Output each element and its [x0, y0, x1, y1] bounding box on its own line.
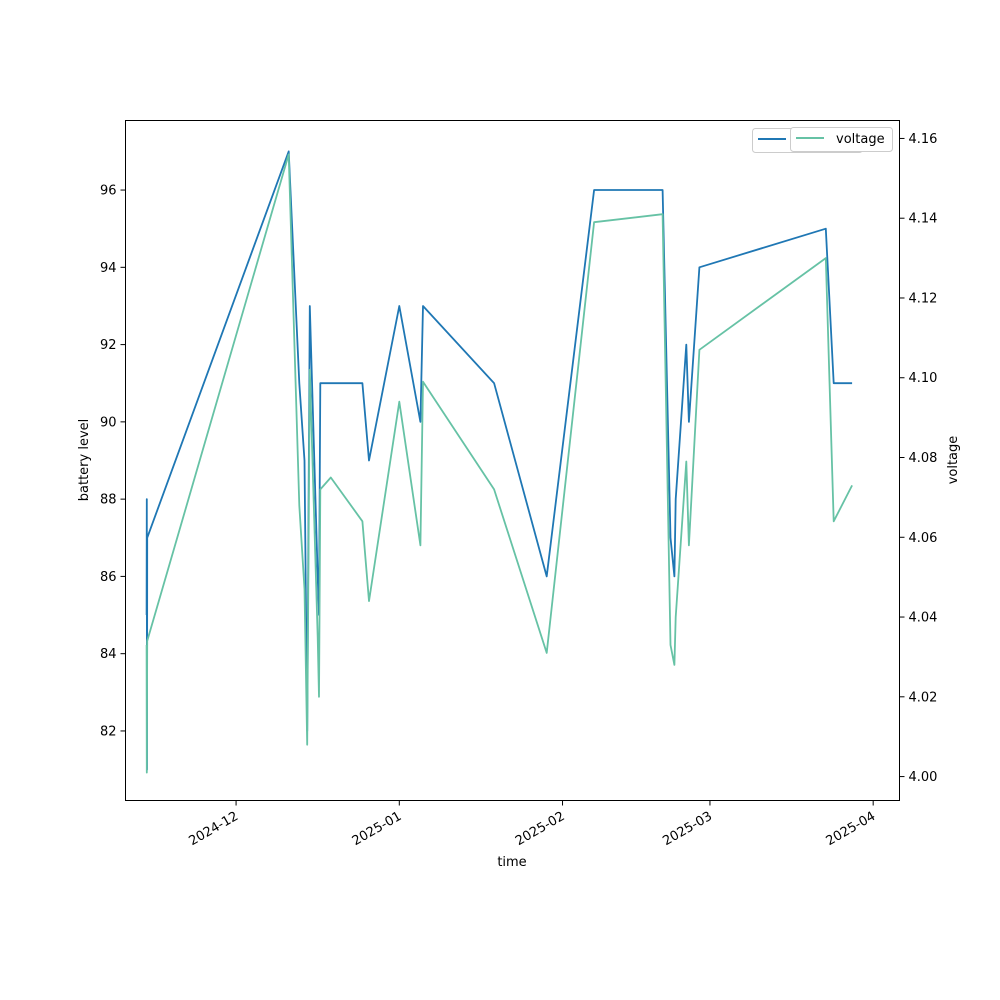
y-right-axis: 4.00 4.02 4.04 4.06 4.08 4.10 4.12 4.14 4.16 [899, 132, 938, 785]
y-right-tick-label: 4.02 [909, 690, 938, 705]
y-right-tick-label: 4.10 [909, 371, 938, 386]
y-left-axis-label: battery level [77, 419, 92, 502]
legend-voltage: voltage [790, 127, 893, 152]
series-line-battery [145, 150, 853, 771]
y-left-tick-label: 96 [100, 184, 117, 199]
y-right-tick-label: 4.00 [909, 770, 938, 785]
y-left-axis: 82 84 86 88 90 92 94 96 [100, 184, 126, 739]
legend-voltage-label: voltage [836, 132, 885, 147]
y-right-tick-label: 4.04 [909, 611, 938, 626]
y-left-tick-label: 90 [100, 415, 117, 430]
y-right-tick-label: 4.12 [909, 291, 938, 306]
y-left-tick-label: 82 [100, 724, 117, 739]
legend-voltage-box [790, 127, 893, 152]
y-right-tick-label: 4.16 [909, 132, 938, 147]
y-right-tick-label: 4.06 [909, 531, 938, 546]
series-line-voltage [145, 153, 853, 774]
x-axis-label: time [497, 855, 526, 870]
y-left-tick-label: 94 [100, 261, 117, 276]
y-left-tick-label: 84 [100, 647, 117, 662]
y-left-tick-label: 88 [100, 493, 117, 508]
y-left-tick-label: 92 [100, 338, 117, 353]
y-right-axis-label: voltage [946, 436, 961, 485]
plot-frame [125, 120, 900, 801]
y-left-tick-label: 86 [100, 570, 117, 585]
y-right-tick-label: 4.14 [909, 212, 938, 227]
series-layer [145, 150, 853, 774]
y-right-tick-label: 4.08 [909, 451, 938, 466]
